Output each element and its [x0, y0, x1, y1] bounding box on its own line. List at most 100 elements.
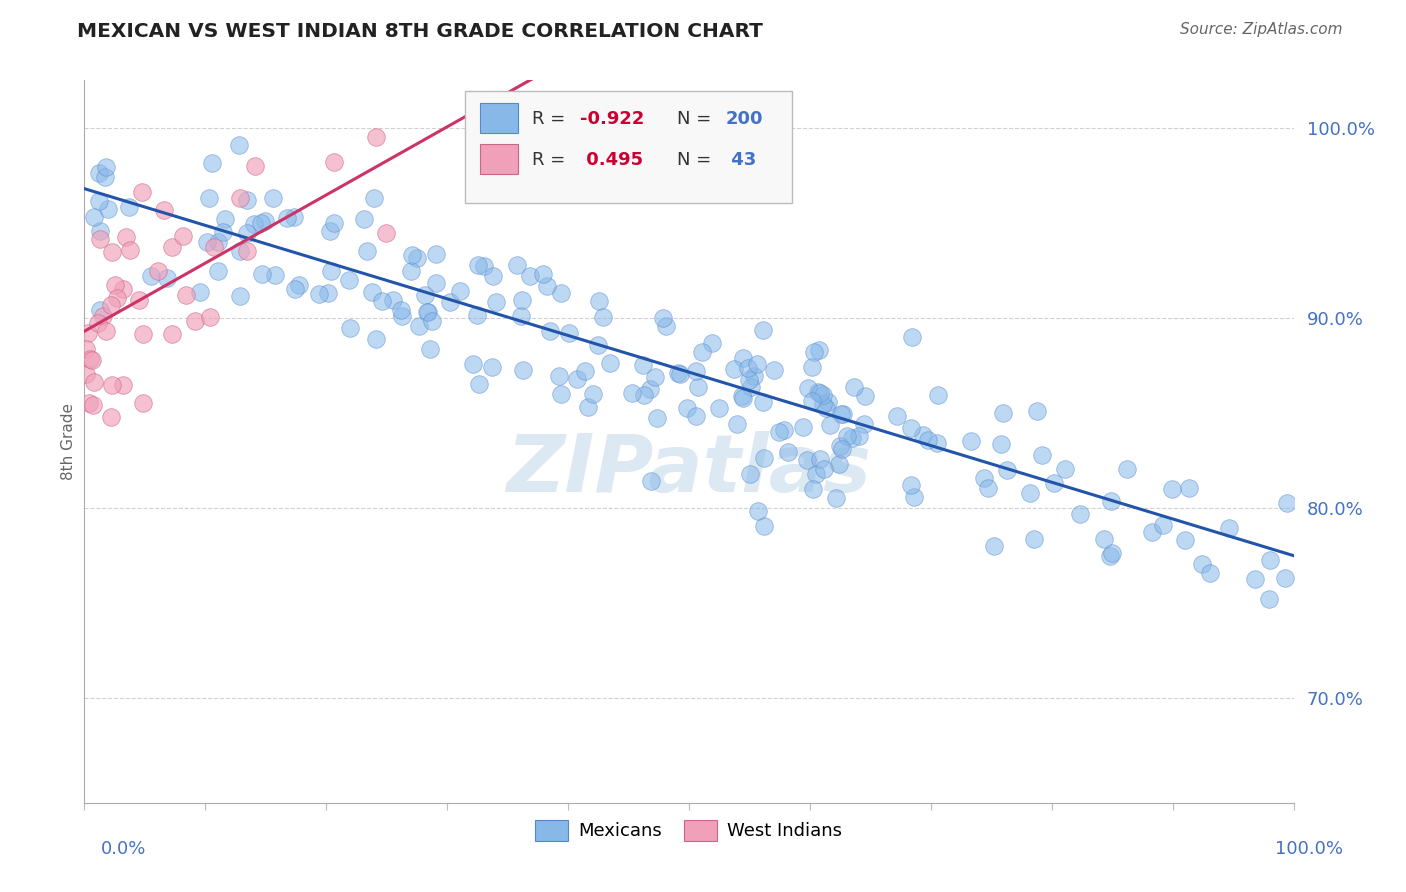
Point [236, 226, 259, 240]
Point [83, 375, 105, 389]
Point [977, 482, 1000, 496]
Point [666, 367, 689, 381]
Point [212, 225, 235, 239]
Point [1152, 518, 1174, 533]
Point [1140, 524, 1163, 539]
Point [738, 373, 761, 387]
Point [80, 352, 103, 367]
Point [468, 377, 491, 392]
Point [801, 482, 824, 496]
Point [172, 229, 194, 244]
Point [796, 381, 818, 395]
Point [391, 309, 413, 323]
Point [820, 417, 842, 432]
Point [574, 364, 596, 378]
Point [633, 388, 655, 402]
Text: 100.0%: 100.0% [1275, 840, 1343, 858]
Point [337, 273, 360, 287]
Point [686, 380, 709, 394]
Point [1054, 462, 1077, 476]
Point [132, 395, 155, 409]
Point [510, 309, 533, 323]
Point [995, 463, 1018, 477]
Point [644, 369, 666, 384]
Point [107, 291, 129, 305]
Point [1178, 481, 1201, 495]
Point [557, 326, 579, 340]
Point [371, 293, 394, 308]
Point [1069, 507, 1091, 521]
Point [731, 351, 754, 365]
Point [1025, 403, 1047, 417]
Point [538, 324, 561, 338]
Point [960, 434, 983, 448]
Point [228, 137, 250, 152]
Point [655, 319, 678, 334]
Point [830, 439, 852, 453]
Point [853, 417, 876, 431]
Point [792, 420, 814, 434]
Y-axis label: 8th Grade: 8th Grade [60, 403, 76, 480]
Point [339, 321, 361, 335]
Point [588, 294, 610, 309]
Point [796, 452, 818, 467]
Point [1258, 553, 1281, 567]
Point [853, 389, 876, 403]
Point [401, 248, 423, 262]
Point [620, 386, 643, 401]
Point [633, 358, 655, 372]
Point [201, 156, 224, 170]
Point [420, 314, 443, 328]
Point [308, 287, 330, 301]
Point [364, 129, 387, 144]
Point [599, 356, 621, 370]
Point [374, 226, 396, 240]
Point [184, 314, 207, 328]
Point [131, 326, 153, 341]
Point [1243, 572, 1265, 586]
Point [128, 293, 150, 307]
Point [592, 310, 614, 325]
Point [419, 342, 441, 356]
Text: N =: N = [676, 110, 717, 128]
Point [828, 457, 851, 471]
Point [228, 244, 250, 258]
Point [1191, 557, 1213, 571]
Point [425, 277, 447, 291]
Point [1160, 482, 1182, 496]
Point [156, 271, 179, 285]
Point [262, 190, 284, 204]
Point [250, 216, 273, 230]
Point [512, 363, 534, 377]
Point [288, 277, 311, 292]
Point [645, 411, 668, 425]
Point [91, 310, 114, 324]
Point [917, 434, 939, 448]
Point [322, 217, 344, 231]
Point [1022, 532, 1045, 546]
Point [86, 316, 108, 330]
Point [83, 211, 105, 225]
Point [353, 212, 375, 227]
Point [416, 304, 439, 318]
Text: N =: N = [676, 151, 717, 169]
Point [991, 406, 1014, 420]
Point [1218, 520, 1240, 534]
Point [366, 332, 388, 346]
Point [983, 539, 1005, 553]
Point [747, 357, 769, 371]
Point [707, 401, 730, 416]
Point [886, 409, 908, 423]
Point [1199, 566, 1222, 581]
Point [467, 258, 489, 272]
Point [811, 397, 834, 411]
Point [93, 169, 115, 184]
Point [831, 442, 853, 456]
Point [808, 343, 831, 358]
Point [115, 229, 138, 244]
Text: 0.495: 0.495 [581, 151, 643, 169]
Point [740, 379, 762, 393]
Point [229, 191, 252, 205]
Point [752, 519, 775, 533]
Point [89, 223, 111, 237]
